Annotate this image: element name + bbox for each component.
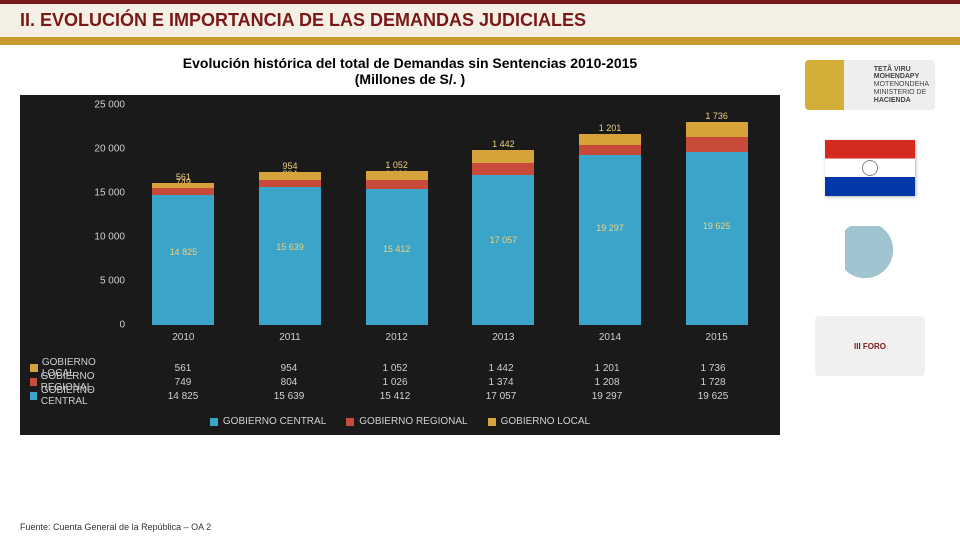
bar-segment-central: 19 625	[686, 152, 748, 325]
table-cell: 1 736	[660, 363, 766, 374]
legend: GOBIERNO CENTRAL GOBIERNO REGIONAL GOBIERN…	[20, 416, 780, 427]
table-row: GOBIERNO REGIONAL7498041 0261 3741 2081 …	[20, 375, 770, 389]
bar-segment-regional: 804	[259, 180, 321, 187]
bar-value-label: 14 825	[152, 247, 214, 257]
table-cell: 749	[130, 377, 236, 388]
bar-segment-local: 954	[259, 172, 321, 180]
bar-segment-central: 17 057	[472, 175, 534, 325]
bar-group: 19 297 1 2081 201	[579, 134, 641, 325]
bar-segment-regional: 1 728	[686, 137, 748, 152]
y-tick: 10 000	[75, 232, 125, 243]
x-label: 2012	[366, 332, 428, 343]
bar-value-label: 19 297	[579, 223, 641, 233]
map-icon	[845, 226, 895, 286]
bar-segment-central: 19 297	[579, 155, 641, 325]
bar-segment-regional: 1 026	[366, 180, 428, 189]
y-tick: 0	[75, 320, 125, 331]
bar-value-label: 561	[152, 172, 214, 182]
legend-label: GOBIERNO CENTRAL	[223, 416, 326, 427]
chart-column: Evolución histórica del total de Demanda…	[20, 55, 800, 435]
table-cell: 14 825	[130, 391, 236, 402]
legend-swatch	[210, 418, 218, 426]
bar-segment-regional: 749	[152, 188, 214, 195]
plot-area: 14 82574956115 63980495415 4121 0261 052…	[130, 105, 770, 325]
paraguay-flag-icon	[825, 140, 915, 196]
legend-item: GOBIERNO CENTRAL	[210, 416, 326, 427]
bar-value-label: 1 736	[686, 111, 748, 121]
y-tick: 5 000	[75, 276, 125, 287]
table-row: GOBIERNO LOCAL5619541 0521 4421 2011 736	[20, 361, 770, 375]
chart-title-block: Evolución histórica del total de Demanda…	[20, 55, 800, 87]
page-title: II. EVOLUCIÓN E IMPORTANCIA DE LAS DEMAN…	[20, 10, 940, 31]
table-cell: 1 728	[660, 377, 766, 388]
y-tick: 15 000	[75, 188, 125, 199]
bar-group: 15 639 804954	[259, 172, 321, 325]
bar-value-label: 1 201	[579, 123, 641, 133]
table-cell: 561	[130, 363, 236, 374]
legend-swatch	[346, 418, 354, 426]
bar-group: 17 057 1 3741 442	[472, 150, 534, 325]
table-cell: 804	[236, 377, 342, 388]
bar-segment-regional: 1 208	[579, 145, 641, 156]
bar-segment-local: 1 052	[366, 171, 428, 180]
bar-value-label: 15 412	[366, 244, 428, 254]
bar-group: 19 625 1 7281 736	[686, 122, 748, 325]
chart-subtitle: (Millones de S/. )	[20, 71, 800, 87]
bar-segment-regional: 1 374	[472, 163, 534, 175]
y-tick: 20 000	[75, 144, 125, 155]
stacked-bar-chart: 14 82574956115 63980495415 4121 0261 052…	[20, 95, 780, 435]
legend-item: GOBIERNO LOCAL	[488, 416, 590, 427]
header-bar: II. EVOLUCIÓN E IMPORTANCIA DE LAS DEMAN…	[0, 0, 960, 45]
table-cell: 1 442	[448, 363, 554, 374]
bar-segment-local: 1 201	[579, 134, 641, 145]
legend-item: GOBIERNO REGIONAL	[346, 416, 467, 427]
table-cell: 17 057	[448, 391, 554, 402]
bar-segment-local: 1 736	[686, 122, 748, 137]
table-cell: 1 374	[448, 377, 554, 388]
x-label: 2013	[472, 332, 534, 343]
bar-segment-local: 561	[152, 183, 214, 188]
source-footer: Fuente: Cuenta General de la República –…	[20, 522, 211, 532]
legend-swatch	[30, 392, 37, 400]
bar-segment-central: 15 639	[259, 187, 321, 325]
bar-segment-local: 1 442	[472, 150, 534, 163]
table-cell: 15 639	[236, 391, 342, 402]
bar-group: 15 412 1 0261 052	[366, 171, 428, 325]
legend-label: GOBIERNO REGIONAL	[359, 416, 467, 427]
table-cell: 954	[236, 363, 342, 374]
bar-value-label: 1 442	[472, 139, 534, 149]
bar-segment-central: 15 412	[366, 189, 428, 325]
table-cell: 19 625	[660, 391, 766, 402]
legend-label: GOBIERNO LOCAL	[501, 416, 590, 427]
bar-group: 14 825 749561	[152, 183, 214, 325]
x-label: 2010	[152, 332, 214, 343]
bar-value-label: 19 625	[686, 221, 748, 231]
table-cell: 15 412	[342, 391, 448, 402]
bar-value-label: 17 057	[472, 235, 534, 245]
bar-segment-central: 14 825	[152, 195, 214, 325]
legend-swatch	[488, 418, 496, 426]
sidebar: TETÃ VIRU MOHENDAPY MOTENONDEHA MINISTER…	[800, 55, 940, 435]
ministry-emblem: TETÃ VIRU MOHENDAPY MOTENONDEHA MINISTER…	[805, 60, 935, 110]
table-row: GOBIERNO CENTRAL14 82515 63915 41217 057…	[20, 389, 770, 403]
series-name: GOBIERNO CENTRAL	[41, 385, 130, 407]
chart-title: Evolución histórica del total de Demanda…	[20, 55, 800, 71]
forum-badge: III FORO	[815, 316, 925, 376]
x-label: 2011	[259, 332, 321, 343]
y-tick: 25 000	[75, 100, 125, 111]
bar-value-label: 15 639	[259, 242, 321, 252]
table-cell: 1 208	[554, 377, 660, 388]
content-row: Evolución histórica del total de Demanda…	[0, 45, 960, 435]
table-cell: 1 052	[342, 363, 448, 374]
x-label: 2015	[686, 332, 748, 343]
data-table: GOBIERNO LOCAL5619541 0521 4421 2011 736…	[20, 361, 770, 403]
bar-value-label: 1 052	[366, 160, 428, 170]
x-label: 2014	[579, 332, 641, 343]
bar-value-label: 954	[259, 161, 321, 171]
table-cell: 1 026	[342, 377, 448, 388]
table-cell: 1 201	[554, 363, 660, 374]
table-cell: 19 297	[554, 391, 660, 402]
